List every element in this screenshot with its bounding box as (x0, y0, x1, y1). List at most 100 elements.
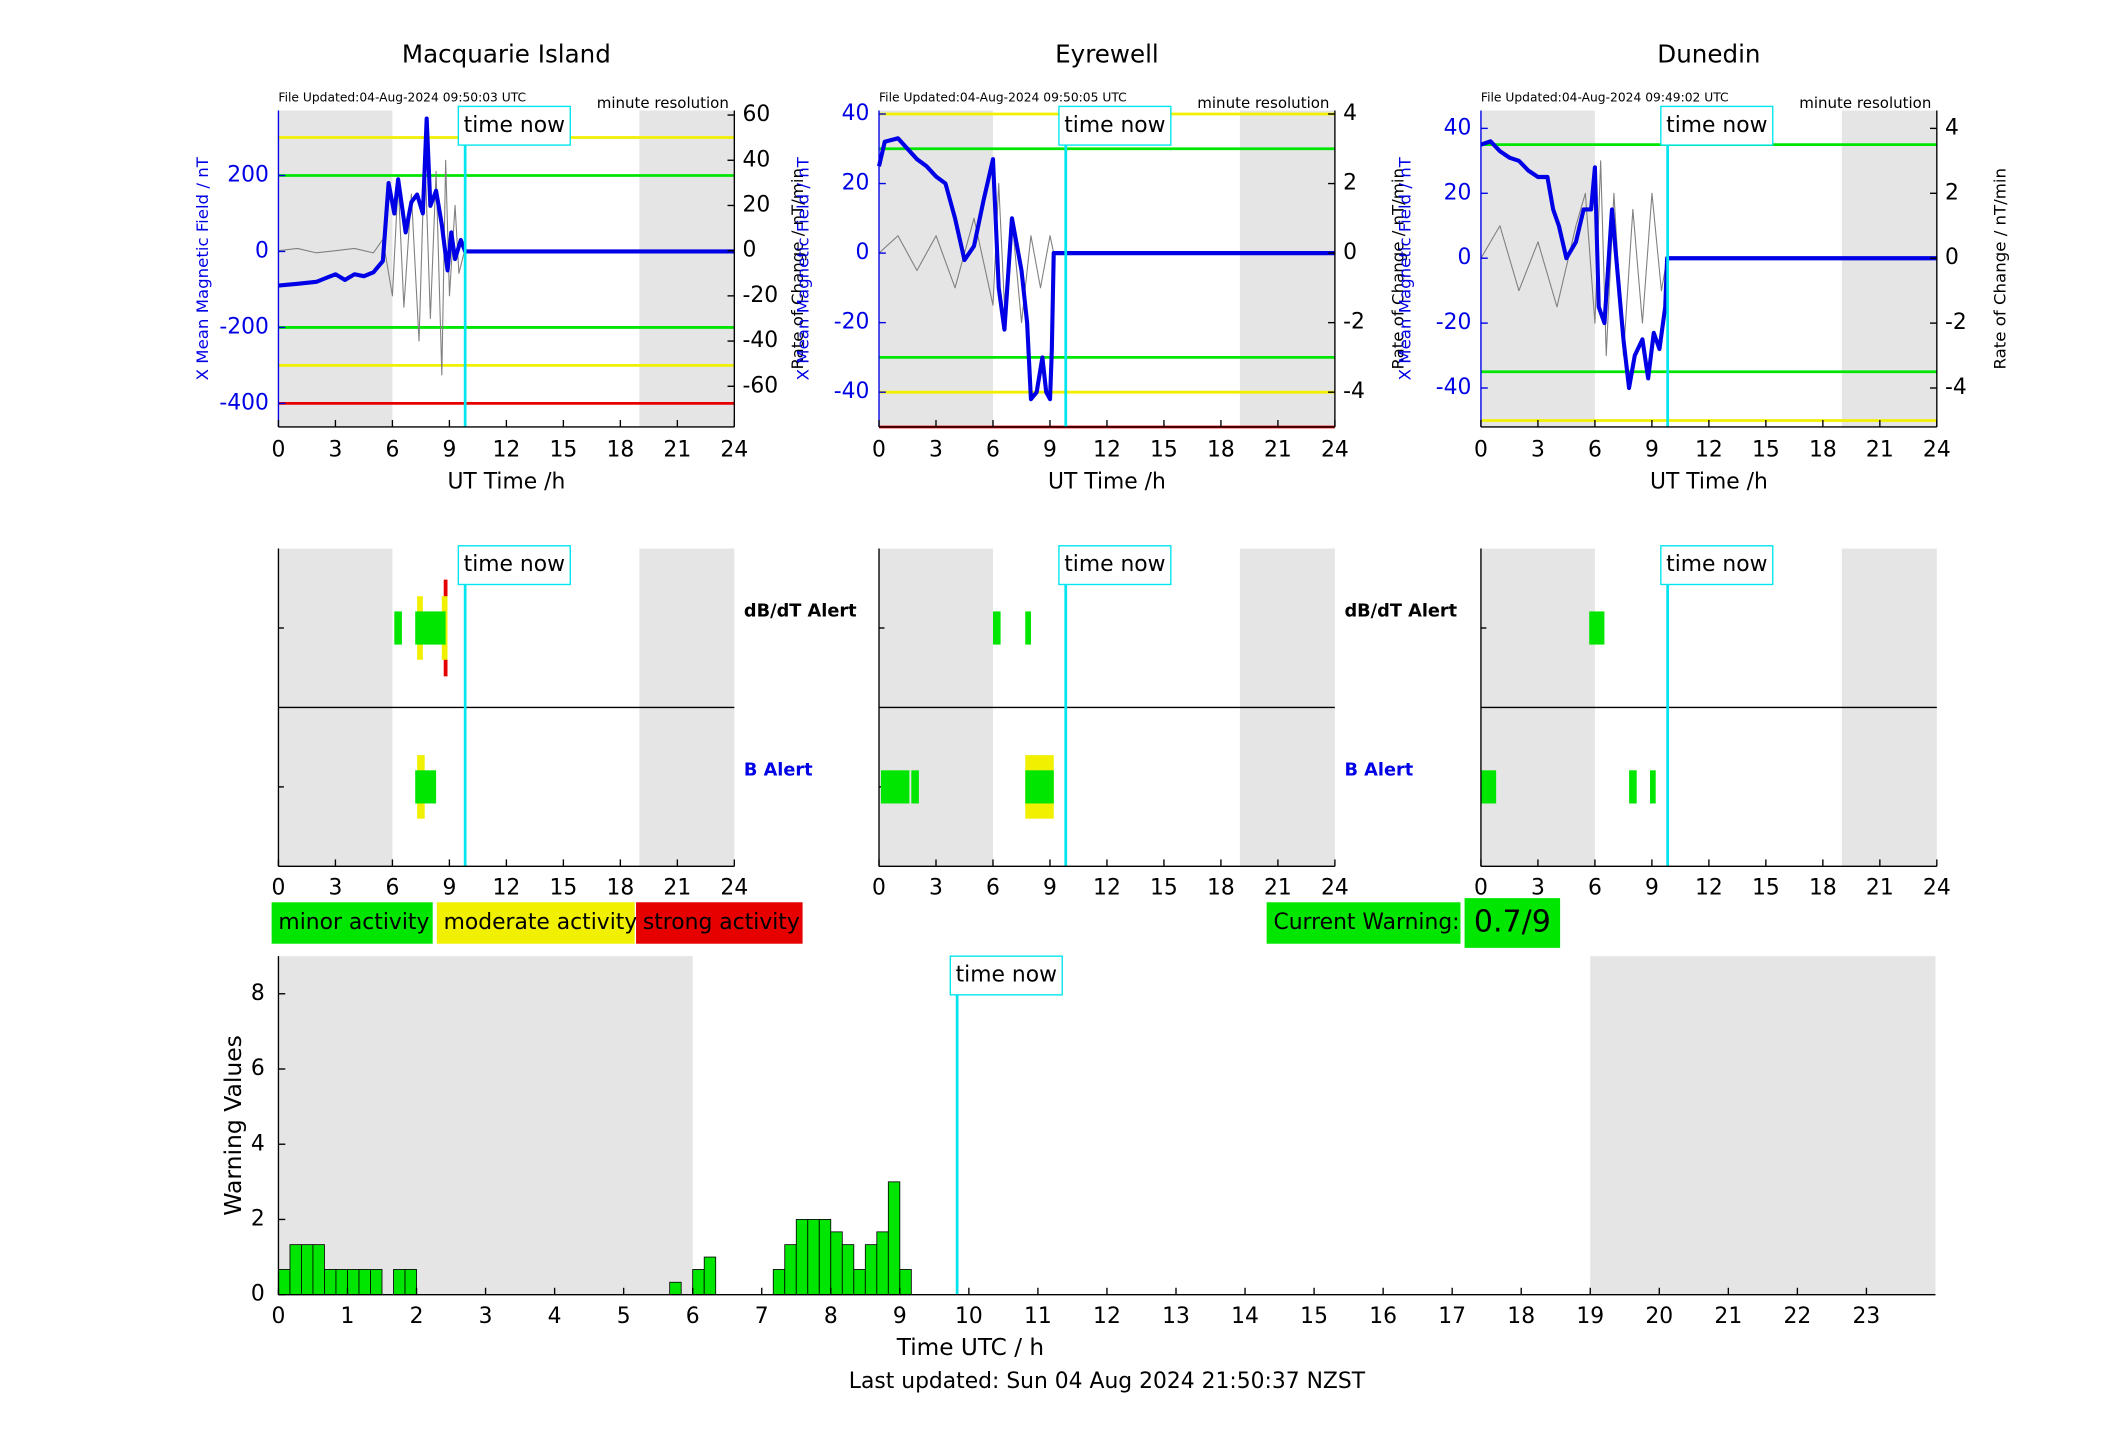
y2-tick-label: 0 (743, 238, 757, 263)
y2-tick-label: 20 (743, 192, 771, 217)
time-now-box (1660, 105, 1774, 146)
chart-title: Macquarie Island (402, 39, 611, 68)
x-tick-label: 3 (1531, 875, 1545, 900)
x-tick-label: 3 (1531, 437, 1545, 462)
alert-segment (1589, 611, 1605, 645)
time-now-label: time now (464, 552, 565, 577)
x-tick-label: 9 (1043, 875, 1057, 900)
warning-label-box (1266, 902, 1461, 944)
x-tick-label: 21 (1264, 437, 1292, 462)
alert-segment (415, 611, 446, 645)
bar (278, 1269, 291, 1296)
x-tick-label: 21 (663, 437, 691, 462)
x-tick-label: 24 (1321, 437, 1349, 462)
x-tick-label: 12 (1093, 1304, 1121, 1329)
x-tick-label: 21 (1866, 875, 1894, 900)
alert-segment (415, 770, 437, 804)
chart-title: Dunedin (1657, 39, 1760, 68)
x-tick-label: 18 (1809, 875, 1837, 900)
y2-tick-label: -4 (1343, 379, 1365, 404)
time-now-label: time now (1064, 113, 1165, 138)
time-now-label: time now (464, 113, 565, 138)
alert-segment (394, 611, 402, 645)
y2-tick-label: -2 (1945, 310, 1967, 335)
x-tick-label: 13 (1162, 1304, 1190, 1329)
x-tick-label: 24 (1923, 437, 1951, 462)
y-tick-label: 0 (255, 238, 269, 263)
x-tick-label: 4 (548, 1304, 562, 1329)
night-band (1239, 110, 1335, 427)
x-tick-label: 18 (1207, 437, 1235, 462)
x-tick-label: 14 (1231, 1304, 1259, 1329)
resolution: minute resolution (1799, 94, 1931, 112)
x-tick-label: 6 (1588, 875, 1602, 900)
x-tick-label: 21 (1714, 1304, 1742, 1329)
last-updated: Last updated: Sun 04 Aug 2024 21:50:37 N… (849, 1369, 1366, 1394)
night-band (278, 956, 693, 1295)
alert-segment (992, 611, 1001, 645)
x-tick-label: 5 (617, 1304, 631, 1329)
y2-tick-label: 2 (1945, 180, 1959, 205)
bar (876, 1231, 889, 1296)
time-now-box (949, 955, 1063, 996)
y-tick-label: 8 (251, 981, 265, 1006)
row-label: dB/dT Alert (1344, 600, 1457, 621)
legend-label: strong activity (643, 910, 800, 935)
bar (830, 1231, 843, 1296)
warning-value: 0.7/9 (1474, 904, 1551, 939)
x-tick-label: 23 (1853, 1304, 1881, 1329)
x-tick-label: 12 (492, 875, 520, 900)
night-band (1480, 110, 1595, 427)
x-axis-label: UT Time /h (1650, 469, 1768, 494)
bar (807, 1219, 820, 1296)
row-label: B Alert (744, 759, 813, 780)
x-tick-label: 17 (1438, 1304, 1466, 1329)
x-tick-label: 24 (1321, 875, 1349, 900)
x-tick-label: 21 (1264, 875, 1292, 900)
file-updated: File Updated:04-Aug-2024 09:49:02 UTC (1481, 91, 1729, 105)
y2-tick-label: 2 (1343, 170, 1357, 195)
y-axis-label: X Mean Magnetic Field / nT (1395, 156, 1414, 380)
resolution: minute resolution (597, 94, 729, 112)
x-tick-label: 21 (663, 875, 691, 900)
x-axis-label: UT Time /h (1048, 469, 1166, 494)
x-tick-label: 12 (492, 437, 520, 462)
bar (289, 1244, 302, 1296)
bar (669, 1281, 682, 1296)
x-tick-label: 3 (479, 1304, 493, 1329)
y2-axis-label: Rate of Change / nT/min (1991, 168, 2010, 370)
time-now-box (457, 545, 571, 586)
bar (795, 1219, 809, 1296)
x-axis-label: UT Time /h (447, 469, 565, 494)
alert-segment (1025, 770, 1054, 804)
y-axis-label: X Mean Magnetic Field / nT (794, 156, 813, 380)
x-tick-label: 12 (1695, 437, 1723, 462)
bar (324, 1269, 337, 1296)
x-tick-label: 24 (720, 437, 748, 462)
x-tick-label: 15 (1150, 875, 1178, 900)
y2-axis-label: Rate of Change / nT/min (1389, 168, 1408, 370)
y2-tick-label: 60 (743, 102, 771, 127)
x-tick-label: 9 (1645, 437, 1659, 462)
warning-value-box (1464, 898, 1561, 948)
bar (393, 1269, 406, 1296)
y2-axis-label: Rate of Change / nT/min (788, 168, 807, 370)
alert-segment (880, 770, 910, 804)
x-tick-label: 9 (1043, 437, 1057, 462)
bar (358, 1269, 371, 1296)
time-now-box (1058, 105, 1172, 146)
night-band (278, 110, 393, 427)
file-updated: File Updated:04-Aug-2024 09:50:05 UTC (879, 91, 1127, 105)
series-line (877, 136, 1335, 402)
y-axis-label: X Mean Magnetic Field / nT (193, 156, 212, 380)
x-tick-label: 2 (410, 1304, 424, 1329)
bar (404, 1269, 417, 1296)
warning-label: Current Warning: (1273, 910, 1459, 935)
y-tick-label: -40 (834, 379, 870, 404)
bar (818, 1219, 832, 1296)
row-label: B Alert (1344, 759, 1413, 780)
bar (692, 1269, 705, 1296)
time-now-label: time now (956, 962, 1057, 987)
